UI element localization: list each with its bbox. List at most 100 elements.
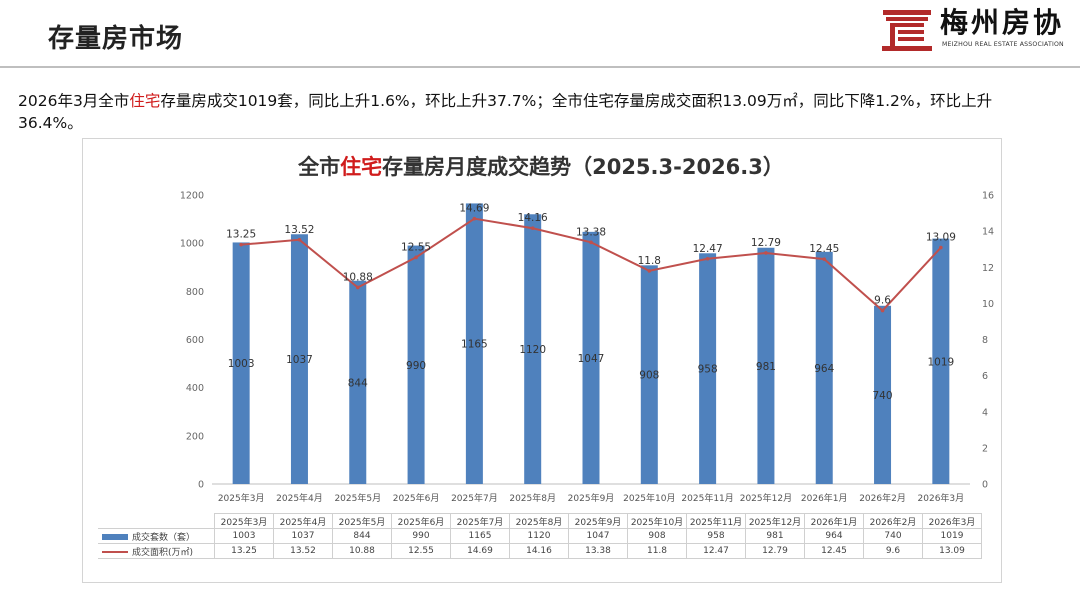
- x-tick-label: 2025年8月: [509, 492, 556, 504]
- chart-title-highlight: 住宅: [340, 155, 383, 179]
- table-cell: 1037: [273, 528, 333, 544]
- line-point: [589, 240, 593, 245]
- line-point: [939, 245, 943, 250]
- bar: [232, 242, 250, 484]
- x-tick-label: 2025年5月: [334, 492, 381, 504]
- data-table: 2025年3月 2025年4月 2025年5月 2025年6月 2025年7月 2025年…: [98, 513, 982, 559]
- line-point: [647, 269, 652, 273]
- y-right-tick-label: 16: [982, 191, 994, 202]
- table-header-cell: 2026年1月: [804, 513, 864, 529]
- line-point: [764, 251, 768, 255]
- table-cell: 958: [686, 528, 746, 544]
- table-cell: 13.38: [568, 543, 628, 559]
- bar-data-label: 958: [698, 364, 718, 376]
- line-data-label: 13.52: [284, 224, 314, 236]
- table-header-cell: 2026年2月: [863, 513, 923, 529]
- bar: [640, 265, 658, 484]
- line-data-label: 13.09: [926, 232, 956, 244]
- table-cell: 12.47: [686, 543, 746, 559]
- bar: [290, 234, 308, 484]
- x-tick-label: 2025年7月: [451, 492, 498, 504]
- chart-title: 全市住宅存量房月度成交趋势（2025.3-2026.3）: [82, 151, 1000, 181]
- bar-data-label: 964: [814, 363, 834, 375]
- bar: [582, 231, 600, 484]
- legend-line-label: 成交面积(万㎡): [132, 547, 194, 558]
- table-row-line: 成交面积(万㎡) 13.25 13.52 10.88 12.55 14.69 14.16 13…: [98, 543, 982, 559]
- bar-data-label: 981: [756, 361, 776, 373]
- table-cell: 12.55: [391, 543, 451, 559]
- table-cell: 1003: [214, 528, 274, 544]
- chart-title-suffix: 存量房月度成交趋势（2025.3-2026.3）: [382, 155, 784, 179]
- table-cell: 964: [804, 528, 864, 544]
- x-tick-label: 2025年10月: [623, 492, 675, 504]
- table-row-bars: 成交套数（套） 1003 1037 844 990 1165 1120 1047 908 958 9…: [98, 528, 982, 544]
- line-point: [880, 308, 885, 313]
- table-header-cell: 2025年8月: [509, 513, 569, 529]
- table-cell: 11.8: [627, 543, 687, 559]
- bar: [699, 253, 717, 484]
- table-corner-cell: [98, 513, 215, 529]
- table-cell: 14.16: [509, 543, 569, 559]
- y-right-tick-label: 12: [982, 263, 994, 274]
- y-right-tick-label: 10: [982, 299, 994, 310]
- line-data-label: 11.8: [638, 255, 661, 267]
- summary-highlight: 住宅: [129, 92, 161, 110]
- line-data-label: 12.79: [751, 237, 781, 249]
- bar-data-label: 1019: [927, 356, 954, 368]
- table-header-cell: 2025年10月: [627, 513, 687, 529]
- table-header-cell: 2025年12月: [745, 513, 805, 529]
- line-data-label: 14.69: [459, 203, 489, 215]
- line-data-label: 14.16: [518, 212, 548, 224]
- line-point: [472, 216, 477, 221]
- line-data-label: 12.45: [809, 243, 839, 255]
- table-cell: 908: [627, 528, 687, 544]
- y-left-tick-label: 600: [186, 335, 204, 346]
- table-cell: 1165: [450, 528, 510, 544]
- line-point: [530, 226, 535, 231]
- line-point: [239, 242, 243, 247]
- bar: [407, 245, 425, 484]
- table-cell: 13.52: [273, 543, 333, 559]
- legend-line-series: 成交面积(万㎡): [98, 543, 215, 559]
- y-left-tick-label: 400: [186, 383, 204, 394]
- y-right-tick-label: 14: [982, 227, 994, 238]
- legend-bar-swatch: [102, 534, 128, 540]
- bar: [757, 247, 775, 484]
- line-point: [705, 256, 710, 261]
- summary-part1: 2026年3月全市: [18, 92, 130, 110]
- y-right-tick-label: 2: [982, 443, 988, 454]
- bar: [465, 203, 483, 484]
- logo-subtitle: MEIZHOU REAL ESTATE ASSOCIATION: [942, 41, 1064, 48]
- y-left-tick-label: 1000: [180, 239, 204, 250]
- table-cell: 844: [332, 528, 392, 544]
- summary-text: 2026年3月全市住宅存量房成交1019套，同比上升1.6%，环比上升37.7%…: [18, 90, 1048, 134]
- table-header-cell: 2026年3月: [922, 513, 982, 529]
- line-point: [414, 255, 418, 260]
- x-tick-label: 2025年12月: [740, 492, 792, 504]
- summary-part2: 存量房成交1019套，同比上升1.6%，环比上升37.7%；全市住宅存量房成交面…: [18, 92, 993, 132]
- line-point: [822, 257, 827, 261]
- x-tick-label: 2025年11月: [681, 492, 733, 504]
- chart-title-prefix: 全市: [298, 155, 341, 179]
- table-header-cell: 2025年3月: [214, 513, 274, 529]
- table-header-row: 2025年3月 2025年4月 2025年5月 2025年6月 2025年7月 2025年…: [98, 513, 982, 529]
- bar: [932, 238, 950, 484]
- line-data-label: 12.47: [693, 243, 723, 255]
- table-cell: 9.6: [863, 543, 923, 559]
- x-tick-label: 2025年9月: [568, 492, 615, 504]
- bar-data-label: 1120: [519, 344, 546, 356]
- bar-data-label: 1165: [461, 339, 488, 351]
- bar-data-label: 740: [873, 390, 893, 402]
- table-cell: 1019: [922, 528, 982, 544]
- bar-data-label: 1047: [578, 353, 605, 365]
- y-right-tick-label: 0: [982, 480, 988, 491]
- legend-bar-label: 成交套数（套）: [132, 532, 196, 543]
- y-left-tick-label: 800: [186, 287, 204, 298]
- bar: [815, 251, 833, 484]
- table-cell: 12.79: [745, 543, 805, 559]
- x-tick-label: 2025年3月: [218, 492, 265, 504]
- table-cell: 13.25: [214, 543, 274, 559]
- table-cell: 14.69: [450, 543, 510, 559]
- x-tick-label: 2026年1月: [801, 492, 848, 504]
